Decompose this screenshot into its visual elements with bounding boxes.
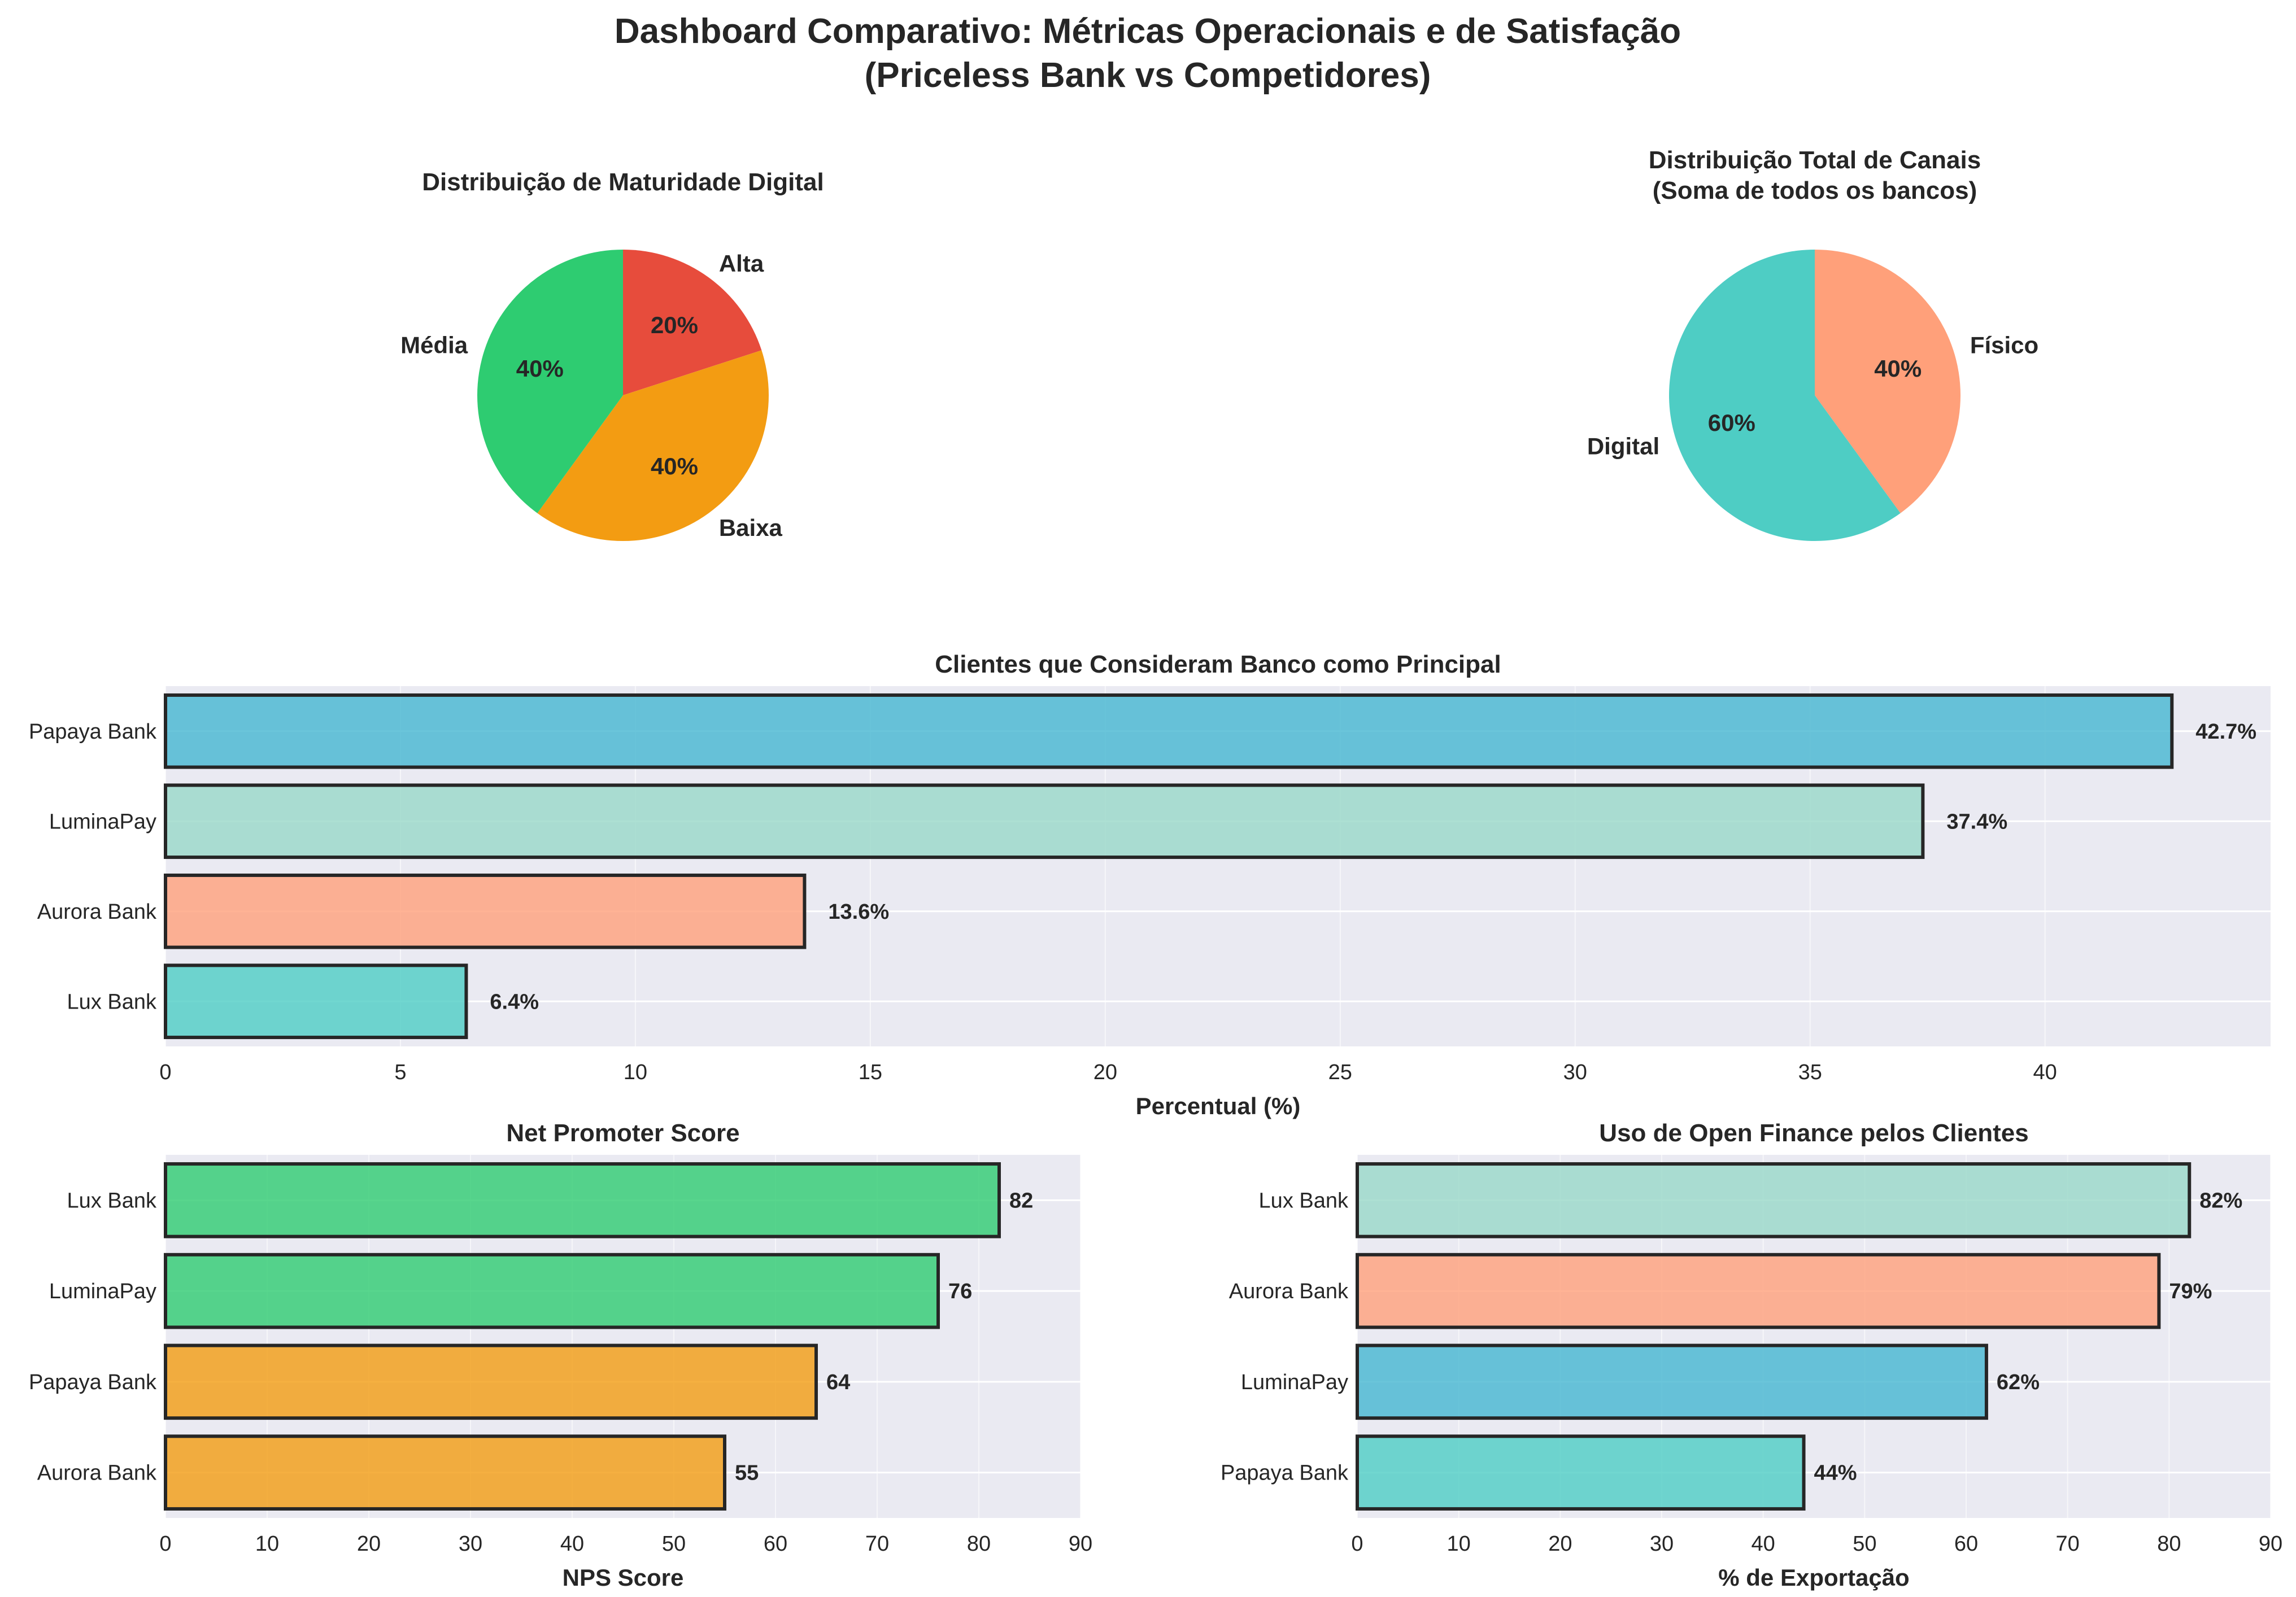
pie-label: Físico	[1970, 332, 2038, 359]
pie-slice	[1669, 250, 1901, 541]
y-tick-label: LuminaPay	[49, 810, 156, 834]
x-tick-label: 35	[1798, 1061, 1822, 1084]
bar-value-label: 55	[735, 1461, 759, 1485]
x-tick-label: 10	[1447, 1532, 1471, 1556]
bar-chart-title: Net Promoter Score	[506, 1119, 739, 1147]
x-tick-label: 25	[1328, 1061, 1352, 1084]
y-tick-label: Aurora Bank	[1229, 1280, 1349, 1303]
x-tick-label: 40	[1752, 1532, 1775, 1556]
x-tick-label: 20	[1093, 1061, 1117, 1084]
bar-value-label: 82	[1009, 1189, 1033, 1212]
x-tick-label: 70	[2056, 1532, 2080, 1556]
pie-slice	[623, 250, 762, 395]
bar	[164, 1253, 940, 1329]
bar-value-label: 42.7%	[2195, 720, 2256, 744]
x-tick-label: 40	[560, 1532, 584, 1556]
figure-title-line1: Dashboard Comparativo: Métricas Operacio…	[615, 12, 1681, 51]
x-tick-label: 5	[394, 1061, 406, 1084]
x-tick-label: 50	[1853, 1532, 1876, 1556]
x-tick-label: 30	[1650, 1532, 1674, 1556]
bar	[164, 1434, 726, 1511]
figure-title-line2: (Priceless Bank vs Competidores)	[865, 56, 1431, 95]
bar	[1356, 1162, 2192, 1238]
x-tick-label: 90	[1069, 1532, 1092, 1556]
pie-slice	[477, 250, 623, 513]
bar-chart-title: Clientes que Consideram Banco como Princ…	[935, 651, 1501, 678]
bar	[164, 963, 468, 1040]
y-tick-label: Lux Bank	[67, 1189, 157, 1212]
bar	[164, 1162, 1001, 1238]
x-tick-label: 30	[459, 1532, 482, 1556]
x-tick-label: 10	[624, 1061, 647, 1084]
pie-title: Distribuição Total de Canais	[1649, 146, 1981, 174]
y-tick-label: Aurora Bank	[37, 1461, 157, 1485]
bar	[1356, 1253, 2161, 1329]
bar-value-label: 6.4%	[490, 990, 539, 1014]
bar-chart-title: Uso de Open Finance pelos Clientes	[1599, 1119, 2028, 1147]
bar	[164, 1343, 818, 1420]
x-axis-label: NPS Score	[563, 1564, 684, 1591]
pie-slice	[537, 350, 769, 542]
pie-label: Digital	[1587, 433, 1659, 459]
bar-value-label: 82%	[2199, 1189, 2242, 1212]
pie-label: Média	[400, 332, 468, 359]
x-tick-label: 90	[2259, 1532, 2282, 1556]
bar-value-label: 79%	[2169, 1280, 2212, 1303]
x-tick-label: 60	[764, 1532, 787, 1556]
charts-layer: Distribuição de Maturidade Digital 20% Alt…	[29, 146, 2282, 1591]
x-tick-label: 60	[1954, 1532, 1978, 1556]
pie-pct-label: 40%	[651, 453, 698, 479]
x-tick-label: 15	[859, 1061, 882, 1084]
bar	[164, 693, 2174, 769]
x-tick-label: 20	[357, 1532, 381, 1556]
pie-title: (Soma de todos os bancos)	[1653, 177, 1977, 204]
x-tick-label: 20	[1548, 1532, 1572, 1556]
x-tick-label: 0	[1351, 1532, 1363, 1556]
bar-value-label: 44%	[1814, 1461, 1857, 1485]
bar	[1356, 1434, 1806, 1511]
pie-label: Baixa	[719, 514, 783, 541]
pie-slice	[1815, 250, 1961, 513]
bar-value-label: 62%	[1997, 1371, 2040, 1394]
x-tick-label: 70	[865, 1532, 889, 1556]
x-tick-label: 40	[2033, 1061, 2057, 1084]
bar-value-label: 37.4%	[1946, 810, 2007, 834]
bar	[1356, 1343, 1988, 1420]
y-tick-label: Lux Bank	[67, 990, 157, 1014]
y-tick-label: Aurora Bank	[37, 900, 157, 924]
bar-value-label: 76	[948, 1280, 972, 1303]
pie-pct-label: 40%	[1874, 355, 1922, 382]
y-tick-label: Lux Bank	[1259, 1189, 1349, 1212]
x-axis-label: Percentual (%)	[1136, 1093, 1301, 1119]
pie-pct-label: 40%	[516, 355, 564, 382]
y-tick-label: Papaya Bank	[29, 1371, 157, 1394]
pie-pct-label: 20%	[651, 312, 698, 338]
x-tick-label: 80	[2157, 1532, 2181, 1556]
bar	[164, 873, 807, 949]
pie-label: Alta	[719, 250, 764, 277]
y-tick-label: Papaya Bank	[1221, 1461, 1349, 1485]
x-axis-label: % de Exportação	[1718, 1564, 1909, 1591]
y-tick-label: LuminaPay	[1241, 1371, 1348, 1394]
y-tick-label: LuminaPay	[49, 1280, 156, 1303]
pie-title: Distribuição de Maturidade Digital	[422, 168, 824, 196]
y-tick-label: Papaya Bank	[29, 720, 157, 744]
x-tick-label: 50	[662, 1532, 686, 1556]
bar-value-label: 13.6%	[828, 900, 889, 924]
x-tick-label: 80	[967, 1532, 991, 1556]
x-tick-label: 10	[255, 1532, 279, 1556]
x-tick-label: 0	[159, 1061, 171, 1084]
x-tick-label: 0	[159, 1532, 171, 1556]
bar-value-label: 64	[826, 1371, 850, 1394]
pie-pct-label: 60%	[1708, 409, 1755, 436]
bar	[164, 783, 1925, 859]
x-tick-label: 30	[1563, 1061, 1587, 1084]
